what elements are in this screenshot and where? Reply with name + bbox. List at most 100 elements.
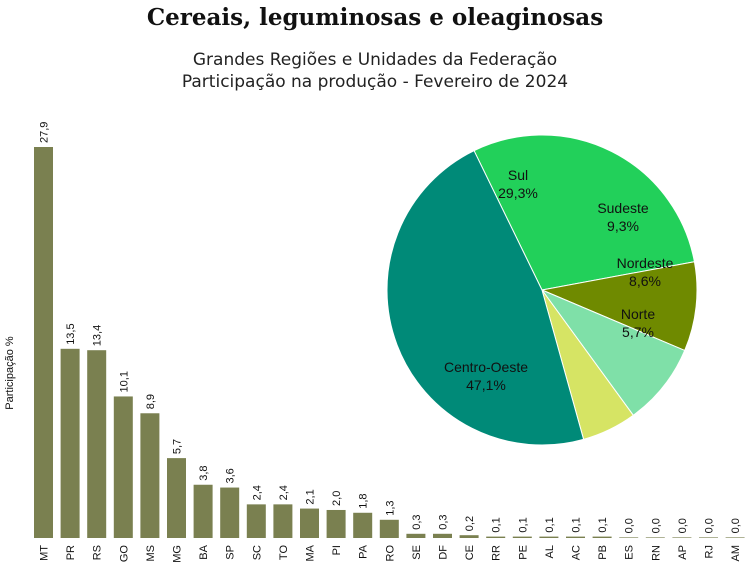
x-tick-label: RS [92,545,104,560]
bar-value-label: 0,3 [438,514,450,529]
bar-sp [220,487,240,538]
bar-rr [486,536,506,538]
pie-chart: Sul 29,3% Sudeste 9,3% Nordeste 8,6% Norte 5,7%… [386,134,698,446]
x-tick-label: PR [65,545,77,560]
bar-ce [459,535,479,538]
x-tick-label: GO [118,545,130,563]
x-tick-label: MG [172,545,184,563]
x-tick-label: DF [438,545,450,560]
bar-ba [193,484,213,538]
bar-value-label: 10,1 [118,371,130,392]
bar-rn [645,537,665,538]
bar-pi [326,509,346,538]
bar-value-label: 0,0 [650,518,662,533]
x-tick-label: BA [198,544,210,559]
bar-value-label: 27,9 [39,122,51,143]
x-tick-label: AL [544,545,556,558]
x-tick-label: RJ [704,545,716,558]
bar-rj [699,537,718,538]
pie-label-centro-oeste: Centro-Oeste [444,359,528,375]
bar-value-label: 3,6 [225,468,237,483]
bar-value-label: 0,0 [730,518,742,533]
bar-se [406,533,426,538]
bar-to [273,504,293,538]
pie-label-sul: Sul [508,167,528,183]
pie-slice-centro-oeste [386,150,585,446]
x-tick-label: AC [571,545,583,560]
bar-value-label: 2,4 [278,485,290,500]
x-tick-label: TO [278,545,290,561]
x-tick-label: RN [650,545,662,561]
bar-value-label: 0,1 [544,517,556,532]
pie-value-sudeste: 9,3% [607,218,639,234]
x-tick-label: PA [358,544,370,559]
bar-value-label: 0,0 [704,518,716,533]
bar-pa [353,512,373,538]
bar-pr [60,348,80,538]
bar-value-label: 0,0 [624,518,636,533]
x-tick-label: SE [411,545,423,560]
pie-value-nordeste: 8,6% [629,273,661,289]
bar-rs [87,350,107,538]
bar-value-label: 0,1 [597,517,609,532]
x-tick-label: PB [597,545,609,560]
bar-ap [672,537,692,538]
x-tick-label: ES [624,545,636,560]
x-tick-label: PE [517,545,529,560]
bar-value-label: 3,8 [198,465,210,480]
bar-value-label: 2,1 [305,489,317,504]
pie-label-sudeste: Sudeste [597,200,649,216]
bar-am [725,537,745,538]
bar-ma [300,508,319,538]
bar-go [113,396,133,538]
bar-pe [512,536,532,538]
bar-value-label: 13,4 [92,325,104,346]
bar-mt [34,147,53,538]
y-axis-label: Participação % [4,336,16,410]
bar-value-label: 13,5 [65,323,77,344]
chart-title: Cereais, leguminosas e oleaginosas [146,4,604,31]
x-tick-label: MT [39,545,51,561]
bar-value-label: 2,0 [331,491,343,506]
bar-sc [246,504,266,538]
pie-label-norte: Norte [621,306,655,322]
bar-value-label: 0,3 [411,514,423,529]
bar-chart: Participação % 27,9 MT 13,5 PR 13,4 RS 10,1 GO 8,… [4,122,745,563]
x-tick-label: SC [251,545,263,560]
bar-value-label: 0,2 [464,516,476,531]
bar-ro [379,519,399,538]
bar-value-label: 1,3 [384,500,396,515]
x-tick-label: PI [331,545,343,555]
x-tick-label: RR [491,545,503,561]
x-tick-label: RO [384,545,396,562]
x-tick-label: MS [145,545,157,562]
bar-value-label: 1,8 [358,493,370,508]
x-tick-label: SP [225,545,237,560]
bar-df [433,533,452,538]
pie-slice-sul [473,134,695,291]
x-tick-label: AP [677,545,689,560]
bar-value-label: 8,9 [145,394,157,409]
chart-subtitle-line2: Participação na produção - Fevereiro de … [181,72,569,92]
x-tick-label: MA [305,544,317,561]
bar-mg [167,458,186,538]
x-tick-label: CE [464,545,476,560]
x-tick-label: AM [730,545,742,562]
bar-pb [592,536,612,538]
chart-subtitle-line1: Grandes Regiões e Unidades da Federação [192,50,558,70]
bar-ms [140,413,160,538]
pie-slice-nordeste [540,288,686,416]
pie-value-sul: 29,3% [498,185,538,201]
bar-es [619,537,639,538]
pie-label-nordeste: Nordeste [617,255,674,271]
pie-slice-sudeste [540,261,698,352]
bar-value-label: 5,7 [172,439,184,454]
bar-value-label: 2,4 [251,485,263,500]
bar-ac [566,536,585,538]
bar-al [539,536,559,538]
pie-value-centro-oeste: 47,1% [466,377,506,393]
bar-value-label: 0,1 [517,517,529,532]
bar-value-label: 0,1 [491,517,503,532]
pie-value-norte: 5,7% [622,324,654,340]
